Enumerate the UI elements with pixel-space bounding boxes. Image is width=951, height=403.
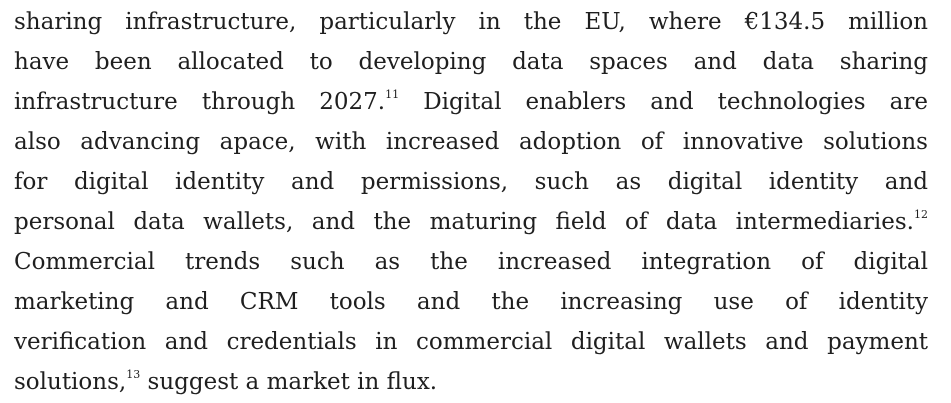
footnote-ref: 13 <box>126 368 141 381</box>
text-run: Commercial trends such as the increased … <box>14 249 928 275</box>
text-run: have been allocated to developing data s… <box>14 49 928 75</box>
text-line: solutions,13 suggest a market in flux. <box>14 362 928 402</box>
paragraph: sharing infrastructure, particularly in … <box>14 2 928 402</box>
text-run: marketing and CRM tools and the increasi… <box>14 289 928 315</box>
text-run: solutions, <box>14 369 127 395</box>
text-run: also advancing apace, with increased ado… <box>14 129 928 155</box>
text-run: suggest a market in flux. <box>140 369 438 395</box>
text-run: sharing infrastructure, particularly in … <box>14 9 928 35</box>
text-run: verification and credentials in commerci… <box>14 329 928 355</box>
text-line: infrastructure through 2027.11 Digital e… <box>14 82 928 122</box>
text-line: have been allocated to developing data s… <box>14 42 928 82</box>
text-run: infrastructure through 2027. <box>14 89 386 115</box>
text-line: verification and credentials in commerci… <box>14 322 928 362</box>
text-run: personal data wallets, and the maturing … <box>14 209 914 235</box>
text-run: for digital identity and permissions, su… <box>14 169 928 195</box>
text-line: also advancing apace, with increased ado… <box>14 122 928 162</box>
text-line: Commercial trends such as the increased … <box>14 242 928 282</box>
text-run: Digital enablers and technologies are <box>399 89 928 115</box>
text-line: sharing infrastructure, particularly in … <box>14 2 928 42</box>
footnote-ref: 11 <box>385 88 400 101</box>
footnote-ref: 12 <box>914 208 928 221</box>
text-line: personal data wallets, and the maturing … <box>14 202 928 242</box>
text-line: for digital identity and permissions, su… <box>14 162 928 202</box>
text-line: marketing and CRM tools and the increasi… <box>14 282 928 322</box>
